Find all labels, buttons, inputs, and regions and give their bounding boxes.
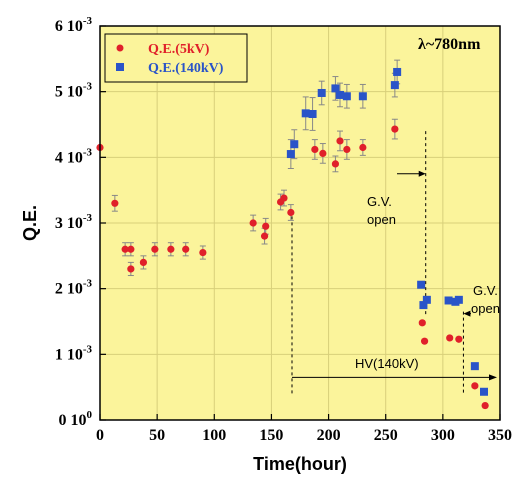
data-point-5kv — [127, 265, 135, 273]
data-point-5kv — [420, 337, 429, 345]
x-tick-label: 350 — [488, 427, 512, 444]
data-point-140kv — [393, 67, 402, 76]
data-point-5kv — [343, 145, 351, 154]
data-point-5kv — [182, 245, 190, 253]
data-point-140kv — [290, 140, 299, 149]
data-point-5kv — [111, 199, 119, 207]
x-tick-label: 0 — [96, 427, 104, 444]
data-point-5kv — [446, 334, 454, 342]
data-point-5kv — [455, 335, 463, 343]
data-point-5kv — [471, 382, 479, 390]
hv-arrowhead — [489, 374, 497, 381]
data-point-140kv — [390, 81, 399, 90]
y-tick-label: 0 100 — [59, 409, 93, 429]
data-point-5kv — [336, 137, 344, 145]
data-point-5kv — [199, 248, 207, 257]
data-points — [96, 67, 489, 410]
data-point-5kv — [418, 319, 426, 327]
x-tick-label: 50 — [149, 427, 165, 444]
x-tick-label: 100 — [202, 427, 226, 444]
x-tick-label: 150 — [259, 427, 283, 444]
y-tick-label: 4 10-3 — [55, 146, 93, 166]
y-tick-label: 6 10-3 — [55, 15, 93, 35]
y-axis-ticks: 0 100 1 10-3 2 10-3 3 10-3 4 10-3 5 10-3 6 10-… — [55, 15, 106, 429]
legend-box — [104, 33, 248, 83]
data-point-5kv — [260, 232, 269, 240]
data-point-5kv — [359, 143, 367, 152]
y-tick-label: 2 10-3 — [55, 278, 93, 298]
legend-label-140kv: Q.E.(140kV) — [148, 61, 224, 76]
gv-open-2-line1: G.V. — [473, 283, 498, 298]
data-point-5kv — [139, 258, 148, 266]
data-point-5kv — [262, 222, 270, 230]
y-tick-label: 3 10-3 — [55, 212, 93, 232]
data-point-5kv — [391, 125, 399, 133]
data-point-140kv — [336, 90, 344, 99]
data-point-140kv — [308, 109, 317, 118]
gv-open-1-arrowhead — [418, 170, 426, 177]
data-point-5kv — [331, 160, 340, 168]
data-point-140kv — [422, 295, 431, 304]
data-point-140kv — [358, 92, 367, 101]
data-point-140kv — [317, 88, 326, 97]
data-point-140kv — [480, 387, 488, 396]
legend: Q.E.(5kV) Q.E.(140kV) — [104, 33, 248, 83]
hv-label: HV(140kV) — [355, 356, 419, 371]
y-axis-title: Q.E. — [20, 205, 40, 241]
legend-marker-140kv — [116, 63, 124, 71]
data-point-140kv — [301, 109, 310, 118]
data-point-140kv — [470, 362, 479, 371]
data-point-5kv — [287, 208, 295, 217]
data-point-140kv — [342, 92, 351, 101]
annotation-lines — [291, 131, 497, 394]
gv-open-1-line2: open — [367, 212, 396, 227]
x-axis-ticks: 0 50 100 150 200 250 300 350 — [96, 414, 512, 444]
data-point-5kv — [249, 219, 257, 227]
legend-label-5kv: Q.E.(5kV) — [148, 42, 210, 57]
gv-open-1-line1: G.V. — [367, 194, 392, 209]
gv-open-2-line2: open — [471, 301, 500, 316]
data-point-5kv — [127, 245, 135, 253]
data-point-140kv — [444, 296, 453, 305]
legend-marker-5kv — [116, 44, 124, 52]
data-point-140kv — [454, 295, 463, 304]
x-axis-title: Time(hour) — [253, 454, 347, 474]
data-point-5kv — [280, 194, 288, 202]
x-tick-label: 200 — [317, 427, 341, 444]
x-tick-label: 300 — [431, 427, 455, 444]
data-point-140kv — [286, 150, 295, 159]
data-point-5kv — [121, 245, 129, 253]
gv-open-2-arrowhead — [463, 310, 471, 317]
data-point-5kv — [481, 401, 489, 410]
y-tick-label: 1 10-3 — [55, 343, 93, 363]
data-point-140kv — [331, 84, 340, 93]
data-point-5kv — [151, 245, 159, 253]
x-tick-label: 250 — [374, 427, 398, 444]
data-point-140kv — [417, 280, 426, 289]
wavelength-label: λ~780nm — [418, 36, 481, 53]
y-tick-label: 5 10-3 — [55, 81, 93, 101]
data-point-5kv — [167, 245, 175, 253]
data-point-5kv — [311, 145, 319, 154]
data-point-5kv — [319, 149, 327, 157]
data-point-140kv — [419, 301, 428, 310]
